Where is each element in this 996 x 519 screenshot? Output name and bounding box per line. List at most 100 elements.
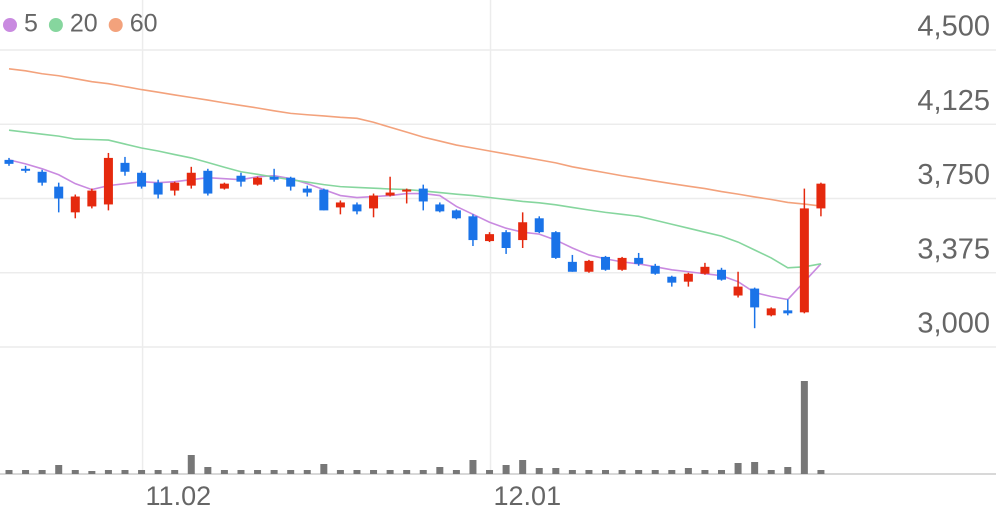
candle-body <box>21 168 31 171</box>
candle-body <box>385 192 395 196</box>
volume-bar <box>154 470 162 474</box>
volume-bar <box>370 470 378 474</box>
candle-body <box>766 308 776 316</box>
candle-body <box>54 186 64 199</box>
volume-bar <box>502 465 510 474</box>
candle-body <box>87 190 97 207</box>
volume-bar <box>38 470 46 474</box>
candle-body <box>170 182 180 191</box>
candle-body <box>601 256 611 270</box>
volume-bar <box>237 470 245 474</box>
candle-body <box>733 286 743 296</box>
volume-bar <box>336 470 344 474</box>
volume-bar <box>436 467 444 474</box>
y-tick-label: 3,750 <box>917 159 990 191</box>
candle-body <box>186 172 196 186</box>
volume-bar <box>817 470 825 474</box>
volume-bar <box>684 468 692 474</box>
ma-line <box>8 68 822 207</box>
y-tick-label: 4,125 <box>917 85 990 117</box>
candle-body <box>650 265 660 274</box>
volume-bar <box>5 470 13 474</box>
ma-line <box>8 129 822 269</box>
volume-bar <box>701 470 709 474</box>
volume-bar <box>419 470 427 474</box>
volume-bar <box>602 470 610 474</box>
candle-body <box>70 196 80 213</box>
candle-body <box>37 171 47 183</box>
volume-bar <box>88 471 96 474</box>
candle-body <box>567 261 577 272</box>
volume-bar <box>535 468 543 474</box>
volume-bar <box>204 467 212 474</box>
candle-body <box>501 232 511 248</box>
volume-bar <box>751 462 759 474</box>
candle-body <box>617 257 627 270</box>
candle-body <box>683 273 693 282</box>
candle-body <box>485 234 495 242</box>
candle-body <box>369 195 379 209</box>
volume-bar <box>585 470 593 474</box>
volume-bar <box>568 470 576 474</box>
candle-body <box>302 188 312 193</box>
volume-bar <box>254 470 262 474</box>
x-tick-label: 12.01 <box>494 481 562 511</box>
candle-body <box>203 170 213 194</box>
candle-body <box>319 189 329 211</box>
volume-bar <box>784 467 792 474</box>
candle-body <box>750 288 760 308</box>
legend-marker <box>48 18 63 32</box>
candle-body <box>236 175 246 182</box>
ma-line <box>8 159 822 301</box>
volume-bar <box>270 470 278 474</box>
volume-bar <box>187 455 195 474</box>
candle-body <box>4 159 14 164</box>
volume-bar <box>287 470 295 474</box>
volume-bar <box>22 470 30 474</box>
volume-bar <box>618 470 626 474</box>
candle-body <box>518 222 528 241</box>
candle-body <box>335 202 345 208</box>
candle-body <box>435 204 445 212</box>
volume-bar <box>55 465 63 474</box>
legend-label: 60 <box>130 10 158 38</box>
volume-bar <box>718 470 726 474</box>
y-tick-label: 3,000 <box>917 308 990 340</box>
candle-body <box>783 310 793 314</box>
candle-body <box>120 162 130 172</box>
volume-bar <box>220 470 228 474</box>
volume-bar <box>386 470 394 474</box>
volume-bar <box>635 470 643 474</box>
candle-body <box>103 157 113 205</box>
volume-bar <box>121 470 129 474</box>
volume-bar <box>403 470 411 474</box>
volume-bar <box>303 470 311 474</box>
x-tick-label: 11.02 <box>146 481 212 511</box>
volume-bar <box>71 470 79 474</box>
volume-bar <box>651 470 659 474</box>
candle-body <box>402 189 412 192</box>
volume-bar <box>767 470 775 474</box>
volume-bar <box>668 470 676 474</box>
candle-body <box>468 216 478 241</box>
candle-body <box>269 176 279 180</box>
candle-body <box>286 177 296 187</box>
volume-bar <box>171 470 179 474</box>
candle-body <box>584 260 594 272</box>
candle-body <box>451 210 461 219</box>
legend-marker <box>3 18 17 32</box>
volume-bar <box>734 463 742 474</box>
candle-body <box>534 218 544 233</box>
candle-body <box>153 182 163 195</box>
candle-body <box>634 257 644 264</box>
volume-bar <box>486 470 494 474</box>
volume-bar <box>452 470 460 474</box>
candle-body <box>700 266 710 274</box>
candle-body <box>667 276 677 283</box>
legend-label: 20 <box>70 10 98 38</box>
volume-bar <box>552 468 560 474</box>
legend-marker <box>108 18 123 32</box>
volume-bar <box>138 470 146 474</box>
candle-body <box>799 208 809 313</box>
